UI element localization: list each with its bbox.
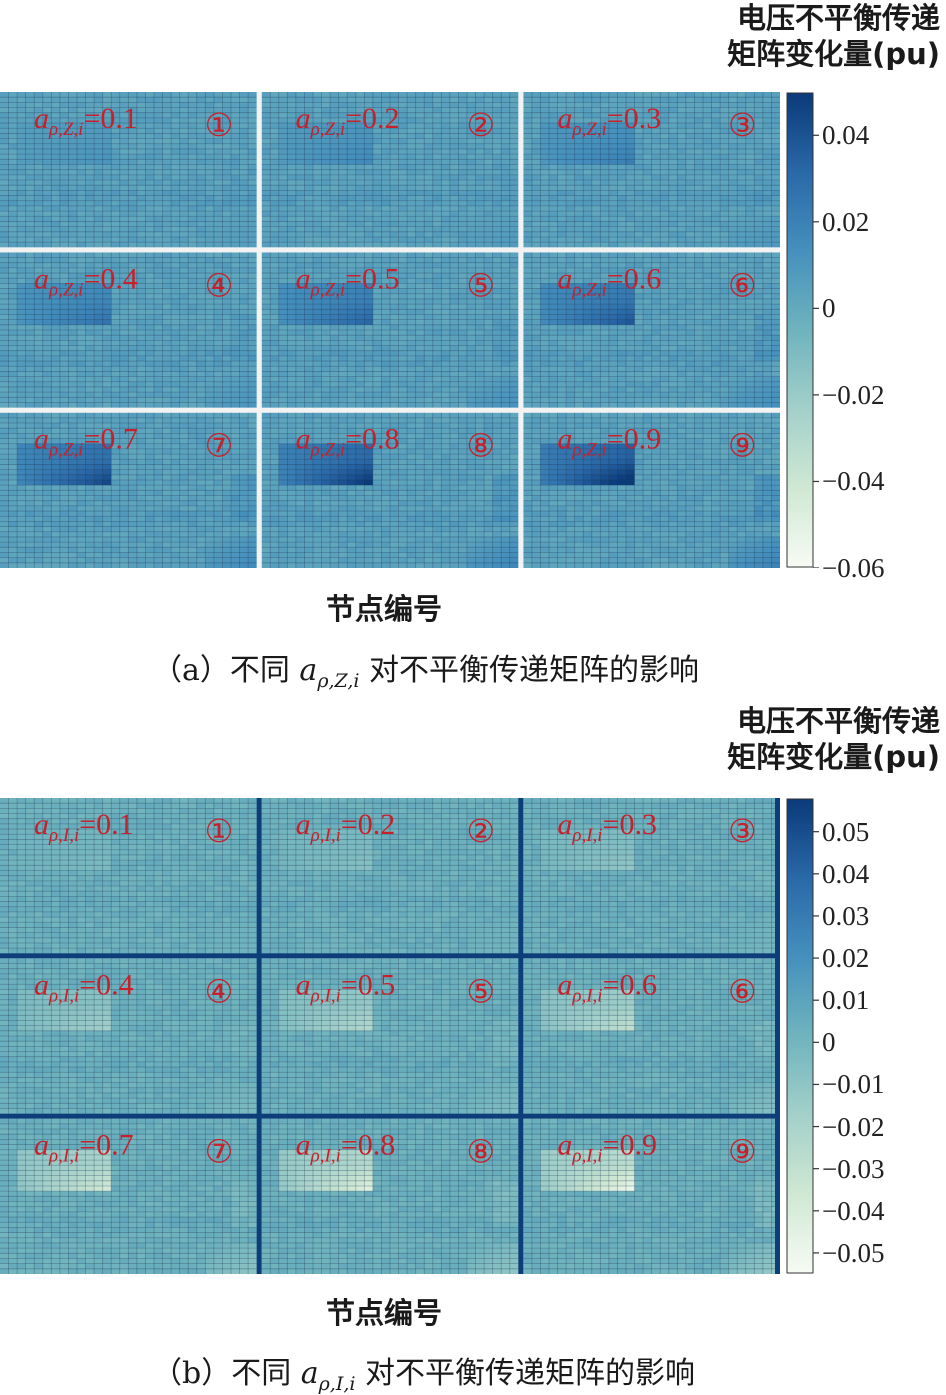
subplot-number: ⑧ <box>466 428 495 464</box>
colorbar-a <box>786 92 826 568</box>
colorbar-gradient <box>787 93 813 567</box>
subplot-number: ⑧ <box>466 1134 495 1170</box>
subplot-number: ⑨ <box>728 1134 757 1170</box>
caption-b-var: a <box>301 1356 319 1391</box>
colorbar-tick-label: −0.05 <box>822 1239 884 1267</box>
caption-a-var-sub: ρ,Z,i <box>317 670 359 692</box>
colorbar-tick-label: 0.04 <box>822 860 869 888</box>
separator-vertical <box>518 798 523 1274</box>
subplot-6: aρ,I,i=0.6 ⑥ <box>523 958 780 1114</box>
subplot-number: ⑦ <box>205 1134 234 1170</box>
colorbar-tick-label: 0.02 <box>822 208 869 236</box>
separator-right <box>775 798 780 1274</box>
subplot-label: aρ,I,i=0.6 <box>557 968 657 1006</box>
colorbar-tick-label: 0.04 <box>822 121 869 149</box>
colorbar-b <box>786 798 826 1274</box>
colorbar-tick-label: −0.02 <box>822 381 884 409</box>
subplot-number: ① <box>205 813 234 849</box>
subplot-3: aρ,I,i=0.3 ③ <box>523 798 780 954</box>
separator-vertical <box>518 92 523 568</box>
colorbar-tick-label: −0.06 <box>822 554 884 582</box>
subplot-label: aρ,I,i=0.2 <box>296 808 396 846</box>
subplot-label: aρ,I,i=0.7 <box>34 1129 134 1167</box>
colorbar-tick-label: 0.05 <box>822 818 869 846</box>
colorbar-tick-label: 0.03 <box>822 902 869 930</box>
separator-horizontal <box>0 247 780 252</box>
colorbar-tick-label: −0.04 <box>822 467 884 495</box>
subplot-number: ② <box>466 813 495 849</box>
subplot-number: ③ <box>728 813 757 849</box>
separator-vertical <box>257 92 262 568</box>
separator-horizontal <box>0 1114 780 1119</box>
caption-a-prefix: （a）不同 <box>152 653 299 688</box>
subplot-4: aρ,I,i=0.4 ④ <box>0 958 257 1114</box>
subplot-label: aρ,I,i=0.9 <box>557 1129 657 1167</box>
subplot-7: aρ,I,i=0.7 ⑦ <box>0 1119 257 1274</box>
separator-horizontal <box>0 953 780 958</box>
caption-b-suffix: 对不平衡传递矩阵的影响 <box>355 1356 695 1391</box>
x-axis-label-a: 节点编号 <box>326 586 442 628</box>
caption-a: （a）不同 aρ,Z,i 对不平衡传递矩阵的影响 <box>152 645 699 692</box>
subplot-number: ⑥ <box>728 973 757 1009</box>
colorbar-title-b: 电压不平衡传递 矩阵变化量(pu) <box>727 703 940 775</box>
subplot-number: ④ <box>205 973 234 1009</box>
colorbar-tick-label: 0.02 <box>822 944 869 972</box>
colorbar-title-line-2: 矩阵变化量(pu) <box>727 36 940 72</box>
subplot-label: aρ,I,i=0.8 <box>296 1129 396 1167</box>
subplot-number: ② <box>466 107 495 143</box>
colorbar-gradient <box>787 799 813 1273</box>
subplot-label: aρ,I,i=0.1 <box>34 808 134 846</box>
colorbar-tick-label: 0.01 <box>822 986 869 1014</box>
subplot-label: aρ,I,i=0.5 <box>296 968 396 1006</box>
subplot-2: aρ,I,i=0.2 ② <box>262 798 519 954</box>
subplot-number: ⑤ <box>466 267 495 303</box>
subplot-number: ⑨ <box>728 428 757 464</box>
subplot-number: ⑦ <box>205 428 234 464</box>
colorbar-tick-label: −0.01 <box>822 1070 884 1098</box>
subplot-label: aρ,I,i=0.4 <box>34 968 134 1006</box>
subplot-number: ⑥ <box>728 267 757 303</box>
x-axis-label-b: 节点编号 <box>326 1290 442 1332</box>
colorbar-title-line-1: 电压不平衡传递 <box>727 0 940 36</box>
caption-a-suffix: 对不平衡传递矩阵的影响 <box>360 653 700 688</box>
colorbar-tick-label: 0 <box>822 1028 836 1056</box>
subplot-number: ① <box>205 107 234 143</box>
subplot-8: aρ,I,i=0.8 ⑧ <box>262 1119 519 1274</box>
colorbar-tick-label: 0 <box>822 294 836 322</box>
subplot-number: ④ <box>205 267 234 303</box>
separator-vertical <box>257 798 262 1274</box>
colorbar-tick-label: −0.02 <box>822 1113 884 1141</box>
separator-horizontal <box>0 408 780 413</box>
colorbar-title-line-2: 矩阵变化量(pu) <box>727 739 940 775</box>
colorbar-tick-label: −0.03 <box>822 1155 884 1183</box>
subplot-number: ⑤ <box>466 973 495 1009</box>
caption-a-var: a <box>299 653 317 688</box>
colorbar-title-line-1: 电压不平衡传递 <box>727 703 940 739</box>
subplot-5: aρ,I,i=0.5 ⑤ <box>262 958 519 1114</box>
colorbar-tick-label: −0.04 <box>822 1197 884 1225</box>
subplot-1: aρ,I,i=0.1 ① <box>0 798 257 954</box>
caption-b: （b）不同 aρ,I,i 对不平衡传递矩阵的影响 <box>152 1348 695 1395</box>
colorbar-title-a: 电压不平衡传递 矩阵变化量(pu) <box>727 0 940 72</box>
subplot-9: aρ,I,i=0.9 ⑨ <box>523 1119 780 1274</box>
caption-b-prefix: （b）不同 <box>152 1356 301 1391</box>
subplot-label: aρ,I,i=0.3 <box>557 808 657 846</box>
subplot-number: ③ <box>728 107 757 143</box>
